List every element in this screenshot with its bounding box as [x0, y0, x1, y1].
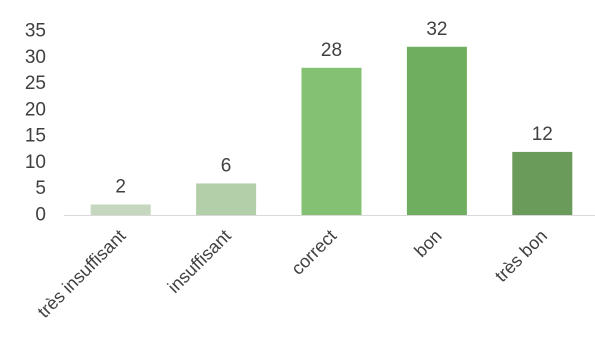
- x-axis: très insuffisant insuffisant correct bon trè…: [34, 226, 552, 322]
- y-tick-label: 5: [35, 178, 46, 199]
- y-tick-label: 10: [25, 152, 46, 173]
- bar: [406, 46, 467, 216]
- x-tick-label: insuffisant: [164, 226, 235, 297]
- data-label: 2: [115, 176, 126, 197]
- y-axis: 0 5 10 15 20 25 30 35: [25, 21, 46, 226]
- data-label: 28: [321, 40, 342, 61]
- y-tick-label: 35: [25, 21, 46, 42]
- bar: [512, 151, 573, 215]
- data-labels: 2 6 28 32 12: [115, 19, 552, 198]
- y-tick-label: 15: [25, 126, 46, 147]
- bar: [90, 204, 151, 215]
- y-tick-label: 30: [25, 47, 46, 68]
- bar: [196, 183, 257, 215]
- data-label: 6: [221, 155, 232, 176]
- bar: [301, 67, 362, 215]
- x-tick-label: bon: [410, 226, 445, 261]
- y-tick-label: 20: [25, 99, 46, 120]
- bars: [90, 46, 573, 216]
- data-label: 12: [532, 124, 553, 145]
- data-label: 32: [426, 19, 447, 40]
- x-tick-label: très bon: [491, 226, 551, 286]
- y-tick-label: 25: [25, 73, 46, 94]
- x-tick-label: correct: [287, 226, 340, 279]
- y-tick-label: 0: [35, 205, 46, 226]
- x-tick-label: très insuffisant: [34, 226, 130, 322]
